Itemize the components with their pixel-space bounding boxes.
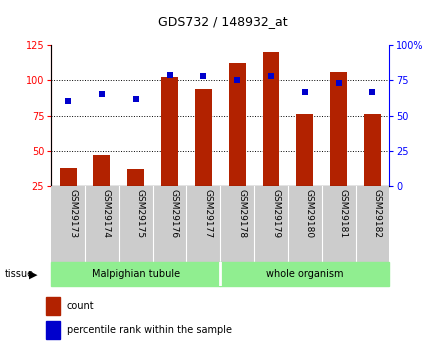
Text: GSM29176: GSM29176 [170, 189, 178, 238]
Text: GDS732 / 148932_at: GDS732 / 148932_at [158, 16, 287, 29]
Bar [220, 186, 254, 262]
Point [335, 80, 342, 86]
Point [132, 96, 139, 101]
Bar [220, 262, 389, 286]
Point [200, 73, 207, 79]
Point [369, 89, 376, 94]
Point [98, 92, 105, 97]
Bar [330, 72, 347, 221]
Point [166, 72, 173, 77]
Bar [127, 169, 144, 221]
Text: whole organism: whole organism [266, 269, 344, 279]
Bar [186, 186, 220, 262]
Text: percentile rank within the sample: percentile rank within the sample [67, 325, 231, 335]
Bar [296, 114, 313, 221]
Point [234, 77, 241, 83]
Text: GSM29182: GSM29182 [372, 189, 381, 238]
Point [301, 89, 308, 94]
Text: count: count [67, 301, 94, 311]
Bar [263, 52, 279, 221]
Bar [364, 114, 381, 221]
Text: GSM29173: GSM29173 [68, 189, 77, 238]
Point [267, 73, 275, 79]
Bar [254, 186, 288, 262]
Text: GSM29180: GSM29180 [305, 189, 314, 238]
Text: GSM29181: GSM29181 [339, 189, 348, 238]
Bar [46, 321, 60, 339]
Text: tissue: tissue [4, 269, 33, 279]
Bar [195, 89, 212, 221]
Text: GSM29174: GSM29174 [102, 189, 111, 238]
Bar [93, 155, 110, 221]
Bar [85, 186, 119, 262]
Text: GSM29177: GSM29177 [203, 189, 212, 238]
Text: GSM29175: GSM29175 [136, 189, 145, 238]
Bar [119, 186, 153, 262]
Bar [60, 168, 77, 221]
Bar [153, 186, 186, 262]
Bar [322, 186, 356, 262]
Text: Malpighian tubule: Malpighian tubule [92, 269, 180, 279]
Bar [288, 186, 322, 262]
Bar [51, 262, 220, 286]
Bar [229, 63, 246, 221]
Bar [161, 77, 178, 221]
Bar [356, 186, 389, 262]
Bar [46, 297, 60, 315]
Text: GSM29179: GSM29179 [271, 189, 280, 238]
Point [65, 99, 72, 104]
Text: GSM29178: GSM29178 [237, 189, 246, 238]
Bar [51, 186, 85, 262]
Text: ▶: ▶ [29, 269, 37, 279]
